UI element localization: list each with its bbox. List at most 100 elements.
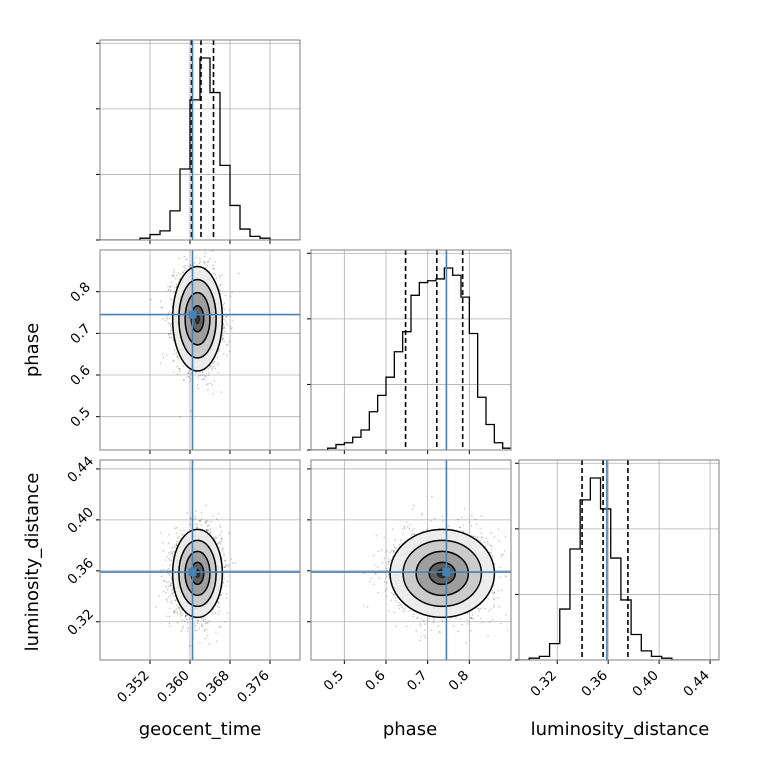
sample-point — [180, 615, 182, 617]
histogram-step — [100, 57, 300, 240]
sample-point — [167, 334, 170, 336]
sample-point — [205, 529, 208, 531]
sample-point — [218, 348, 221, 351]
histogram-step — [519, 477, 719, 660]
sample-point — [207, 260, 210, 263]
sample-point — [176, 373, 179, 375]
sample-point — [220, 594, 222, 597]
sample-point — [218, 610, 221, 612]
panel-frame — [310, 249, 512, 451]
sample-point — [208, 619, 211, 622]
sample-point — [203, 261, 205, 263]
sample-point — [178, 609, 181, 612]
sample-point — [178, 367, 180, 370]
sample-point — [225, 343, 228, 346]
sample-point — [222, 334, 224, 337]
sample-point — [178, 257, 181, 259]
sample-point — [179, 607, 181, 610]
sample-point — [189, 378, 192, 380]
sample-point — [226, 580, 229, 583]
sample-point — [225, 316, 228, 318]
sample-point — [223, 566, 226, 569]
sample-point — [226, 315, 229, 317]
truth-marker — [188, 310, 197, 319]
sample-point — [228, 309, 231, 311]
sample-point — [226, 343, 229, 345]
sample-point — [169, 330, 172, 333]
sample-point — [171, 552, 174, 555]
sample-point — [168, 581, 171, 584]
sample-point — [195, 256, 197, 259]
sample-point — [163, 568, 165, 571]
sample-point — [221, 547, 224, 549]
sample-point — [201, 625, 203, 627]
sample-point — [206, 634, 209, 637]
sample-point — [223, 620, 226, 623]
sample-point — [200, 511, 203, 514]
sample-point — [212, 515, 214, 517]
sample-point — [177, 612, 179, 615]
sample-point — [220, 391, 223, 393]
sample-point — [165, 354, 168, 357]
sample-point — [185, 376, 188, 379]
sample-point — [166, 569, 168, 571]
sample-point — [167, 551, 170, 554]
sample-point — [178, 607, 180, 609]
sample-point — [187, 621, 189, 624]
sample-point — [186, 512, 189, 515]
histogram-panel-geocent-time — [96, 39, 301, 244]
sample-point — [206, 264, 209, 267]
sample-point — [168, 333, 170, 335]
sample-point — [184, 258, 187, 260]
sample-point — [215, 640, 218, 643]
sample-point — [162, 550, 165, 552]
sample-point — [181, 628, 184, 630]
sample-point — [166, 615, 169, 618]
sample-point — [228, 340, 231, 343]
sample-point — [173, 275, 175, 277]
sample-point — [217, 513, 220, 515]
sample-point — [202, 618, 205, 620]
sample-point — [179, 277, 181, 280]
sample-point — [224, 584, 227, 587]
sample-point — [207, 382, 209, 385]
sample-point — [194, 626, 196, 629]
sample-point — [169, 322, 172, 325]
sample-point — [199, 260, 201, 263]
sample-point — [175, 352, 178, 354]
sample-point — [170, 312, 173, 314]
sample-point — [175, 544, 178, 547]
sample-point — [170, 584, 172, 587]
sample-point — [175, 532, 178, 535]
sample-point — [183, 379, 185, 382]
sample-point — [166, 581, 168, 583]
sample-point — [211, 366, 213, 368]
sample-point — [186, 614, 189, 617]
sample-point — [217, 612, 220, 615]
sample-point — [220, 537, 222, 539]
sample-point — [172, 591, 175, 593]
sample-point — [168, 336, 171, 339]
sample-point — [223, 552, 225, 555]
sample-point — [225, 354, 228, 357]
sample-point — [218, 606, 220, 609]
histogram-step — [311, 267, 511, 450]
sample-point — [223, 577, 225, 580]
sample-point — [224, 320, 227, 322]
sample-point — [219, 543, 222, 545]
sample-point — [199, 642, 201, 644]
sample-point — [181, 533, 183, 535]
sample-point — [208, 524, 210, 527]
sample-point — [183, 378, 185, 381]
sample-point — [203, 261, 206, 264]
sample-point — [165, 316, 168, 318]
sample-point — [212, 613, 215, 615]
sample-point — [207, 388, 209, 391]
sample-point — [168, 310, 171, 313]
sample-point — [209, 531, 212, 534]
sample-point — [183, 269, 186, 271]
sample-point — [211, 369, 214, 371]
sample-point — [224, 327, 226, 329]
sample-point — [187, 372, 189, 375]
sample-point — [219, 284, 221, 287]
